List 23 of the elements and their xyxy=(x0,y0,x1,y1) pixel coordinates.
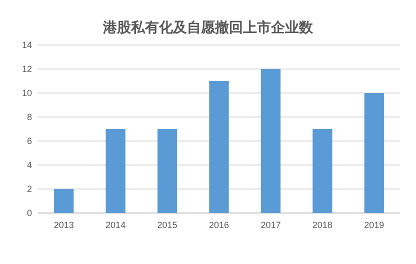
x-tick-label: 2018 xyxy=(312,220,332,230)
x-tick-label: 2014 xyxy=(106,220,126,230)
y-tick-label: 12 xyxy=(22,64,32,74)
y-tick-label: 6 xyxy=(26,136,32,146)
y-tick-label: 14 xyxy=(22,40,32,50)
x-tick-label: 2013 xyxy=(54,220,74,230)
bar xyxy=(54,189,74,213)
bar xyxy=(312,129,332,213)
y-tick-label: 4 xyxy=(26,160,32,170)
x-tick-label: 2017 xyxy=(260,220,281,230)
chart-title: 港股私有化及自愿撤回上市企业数 xyxy=(102,19,314,35)
x-tick-label: 2019 xyxy=(364,220,384,230)
y-tick-label: 8 xyxy=(26,112,32,122)
bar xyxy=(364,93,384,213)
bar xyxy=(260,69,281,213)
bar xyxy=(106,129,126,213)
bar xyxy=(157,129,178,213)
bar xyxy=(209,81,229,213)
y-tick-label: 10 xyxy=(22,88,32,98)
x-tick-label: 2015 xyxy=(157,220,178,230)
y-tick-label: 2 xyxy=(26,184,32,194)
y-tick-label: 0 xyxy=(26,208,32,218)
x-tick-label: 2016 xyxy=(208,220,230,230)
